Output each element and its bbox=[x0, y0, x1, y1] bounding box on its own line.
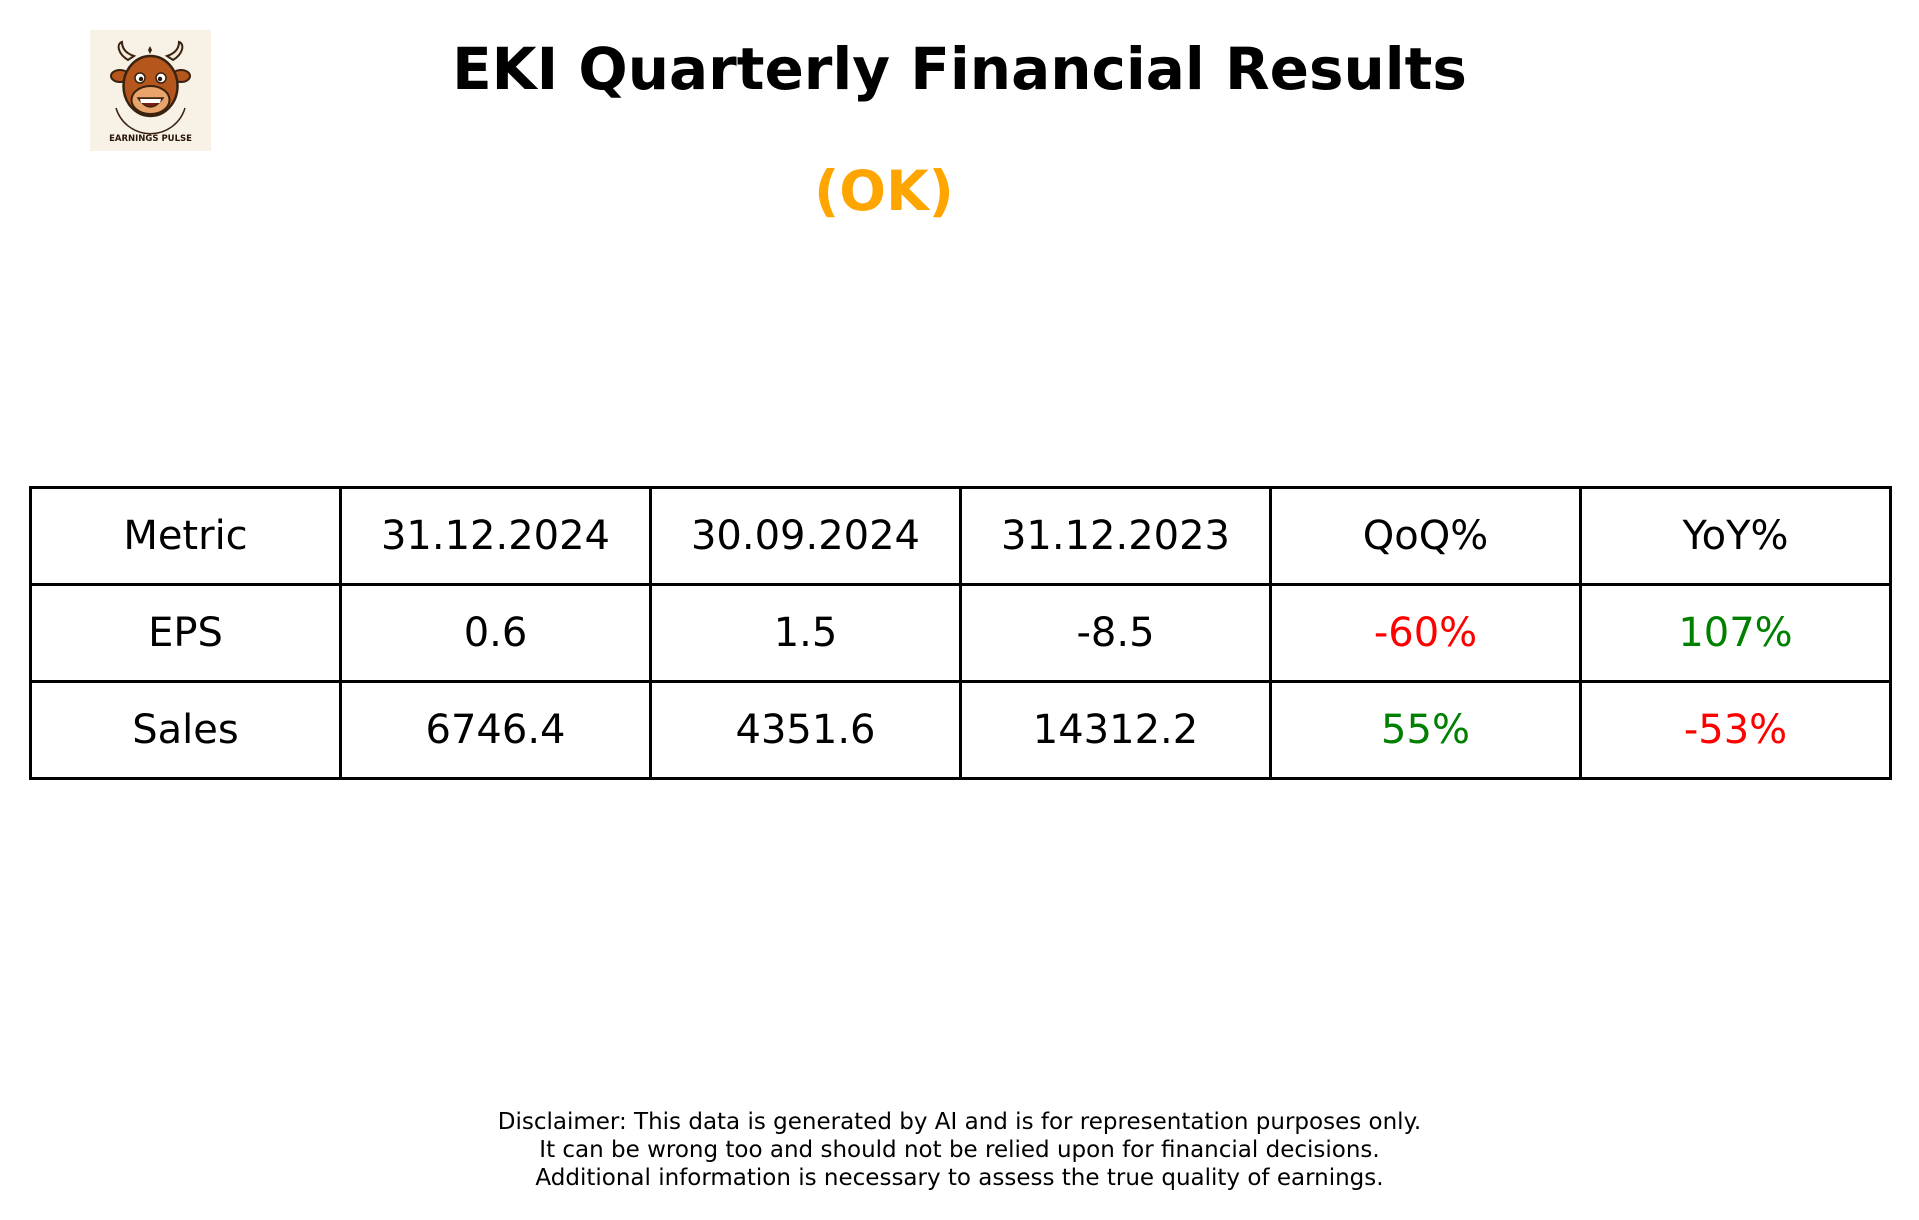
results-table: Metric 31.12.2024 30.09.2024 31.12.2023 … bbox=[29, 486, 1892, 780]
table-cell: 4351.6 bbox=[649, 680, 962, 780]
column-header: YoY% bbox=[1579, 486, 1892, 586]
column-header: Metric bbox=[29, 486, 342, 586]
table-row: EPS 0.6 1.5 -8.5 -60% 107% bbox=[29, 583, 1892, 683]
column-header: QoQ% bbox=[1269, 486, 1582, 586]
yoy-change-cell: 107% bbox=[1579, 583, 1892, 683]
qoq-change-cell: -60% bbox=[1269, 583, 1582, 683]
yoy-change-cell: -53% bbox=[1579, 680, 1892, 780]
table-cell: 0.6 bbox=[339, 583, 652, 683]
column-header: 31.12.2024 bbox=[339, 486, 652, 586]
disclaimer-line: Additional information is necessary to a… bbox=[535, 1165, 1384, 1191]
table-cell: 6746.4 bbox=[339, 680, 652, 780]
table-header-row: Metric 31.12.2024 30.09.2024 31.12.2023 … bbox=[29, 486, 1892, 586]
logo-text: EARNINGS PULSE bbox=[109, 134, 192, 144]
column-header: 31.12.2023 bbox=[959, 486, 1272, 586]
table-cell: 1.5 bbox=[649, 583, 962, 683]
page-title: EKI Quarterly Financial Results bbox=[452, 35, 1467, 103]
earnings-pulse-logo: EARNINGS PULSE bbox=[90, 30, 211, 151]
bull-mascot-icon: EARNINGS PULSE bbox=[109, 40, 192, 144]
metric-name: Sales bbox=[29, 680, 342, 780]
status-badge: (OK) bbox=[814, 159, 954, 223]
column-header: 30.09.2024 bbox=[649, 486, 962, 586]
disclaimer: Disclaimer: This data is generated by AI… bbox=[0, 1108, 1919, 1192]
table-row: Sales 6746.4 4351.6 14312.2 55% -53% bbox=[29, 680, 1892, 780]
table-cell: -8.5 bbox=[959, 583, 1272, 683]
metric-name: EPS bbox=[29, 583, 342, 683]
disclaimer-line: It can be wrong too and should not be re… bbox=[539, 1137, 1380, 1163]
table-cell: 14312.2 bbox=[959, 680, 1272, 780]
disclaimer-line: Disclaimer: This data is generated by AI… bbox=[497, 1109, 1422, 1135]
qoq-change-cell: 55% bbox=[1269, 680, 1582, 780]
